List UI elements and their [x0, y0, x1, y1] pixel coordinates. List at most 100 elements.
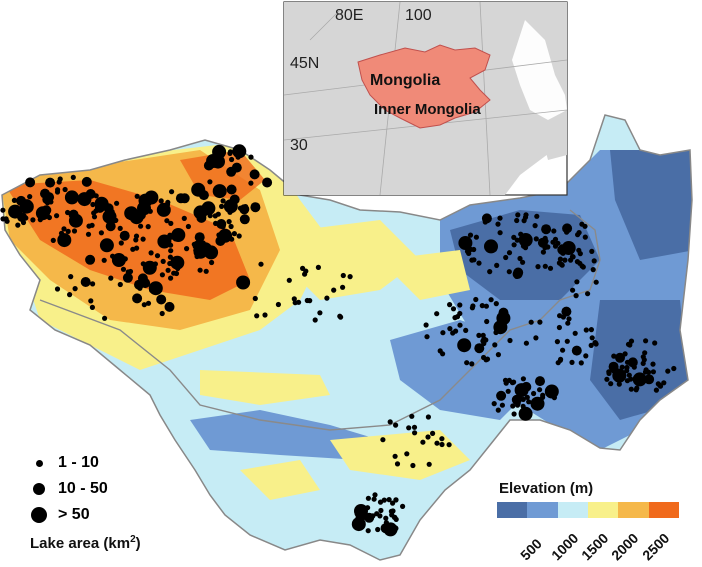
lake-dot	[36, 209, 42, 215]
lake-dot	[497, 215, 503, 221]
lake-dot	[389, 512, 395, 518]
lake-dot	[220, 198, 226, 204]
lake-dot	[671, 365, 677, 372]
lake-dot	[520, 259, 526, 265]
inset-mongolia-region	[357, 44, 491, 129]
lake-dot	[120, 266, 127, 272]
lake-dot	[493, 329, 499, 336]
lake-dot	[394, 461, 401, 467]
inset-label-mongolia: Mongolia	[370, 72, 440, 89]
lake-dot	[628, 386, 634, 392]
inset-label-inner-mongolia: Inner Mongolia	[374, 101, 481, 118]
region-outline	[1, 114, 693, 561]
lake-dot	[492, 342, 498, 348]
lake-dot	[632, 372, 647, 387]
lake-dot	[164, 218, 170, 224]
lake-dot	[590, 267, 596, 273]
lake-dot	[530, 396, 545, 411]
lake-dot	[371, 496, 377, 502]
lake-dot	[338, 314, 344, 320]
lake-dot	[67, 292, 73, 298]
lake-dot	[560, 347, 566, 353]
lake-dot	[643, 338, 649, 344]
lake-dot	[365, 495, 371, 501]
lake-dot	[46, 214, 53, 221]
lake-dot	[439, 436, 445, 442]
lake-dot	[150, 287, 156, 293]
lake-dot	[219, 203, 225, 209]
lake-dot	[440, 330, 446, 336]
lake-dot	[203, 268, 209, 274]
lake-dot	[653, 387, 660, 393]
lake-dot	[236, 275, 251, 290]
lake-dot	[117, 225, 123, 231]
elevation-swatch	[557, 502, 588, 518]
lake-dot	[515, 212, 521, 218]
lake-dot	[181, 215, 187, 221]
lake-dot	[315, 264, 321, 270]
lake-dot	[145, 224, 151, 230]
lake-dot	[542, 263, 548, 269]
lake-dot	[386, 497, 392, 503]
lake-dot	[57, 176, 63, 182]
lake-dot	[470, 303, 476, 309]
lake-dot	[347, 274, 353, 280]
lake-dot	[185, 223, 191, 230]
lake-dot	[404, 451, 410, 457]
lake-dot	[545, 244, 551, 250]
lake-dot	[556, 324, 563, 331]
lake-dot	[610, 368, 617, 374]
lake-dot	[493, 301, 499, 307]
inset-map: 80E 100 45N 30 Mongolia Inner Mongolia	[283, 1, 568, 196]
lake-dot	[540, 249, 547, 255]
lake-legend-title: Lake area (km2)	[30, 534, 141, 552]
lake-dot	[537, 319, 543, 325]
elevation-tick-label: 2000	[608, 529, 642, 564]
lake-dot	[85, 254, 96, 265]
lake-dot	[380, 437, 386, 443]
lake-dot	[479, 303, 485, 309]
lake-dot	[159, 310, 165, 317]
lake-dot	[124, 206, 139, 221]
lake-dot	[582, 234, 588, 240]
lake-dot	[507, 337, 513, 344]
lake-dot	[160, 258, 166, 264]
lake-dot	[296, 299, 302, 305]
elevation-swatch	[587, 502, 619, 518]
lake-dot	[577, 260, 583, 266]
lake-dot	[561, 306, 572, 317]
lake-dot	[446, 442, 452, 448]
lake-dot	[393, 422, 399, 428]
lake-dot	[577, 251, 583, 257]
lake-dot	[469, 257, 475, 263]
lake-dot	[457, 322, 463, 328]
elevation-tick-label: 2500	[638, 529, 673, 564]
lake-dot	[25, 177, 36, 188]
lake-dot	[89, 222, 95, 228]
lake-dot	[55, 187, 61, 193]
lake-dot	[227, 149, 233, 155]
lake-dot	[576, 230, 582, 236]
lake-dot	[175, 265, 181, 272]
lake-dot	[61, 226, 67, 232]
lake-dot	[140, 278, 151, 289]
lake-dot	[196, 212, 207, 223]
lake-dot	[42, 210, 48, 217]
lake-dot	[559, 262, 565, 268]
lake-dot	[117, 281, 123, 288]
lake-dot	[304, 297, 310, 304]
lake-dot	[511, 234, 517, 240]
lake-dot	[544, 384, 559, 399]
lake-dot	[450, 306, 457, 312]
lake-dot	[19, 199, 34, 214]
legend-size-medium: 10 - 50	[30, 476, 108, 502]
lake-dot	[94, 196, 109, 211]
lake-dot	[11, 197, 17, 203]
lake-dot	[588, 327, 595, 333]
elevation-tick-label: 500	[517, 535, 546, 564]
lake-dot	[226, 184, 237, 195]
lake-dot	[650, 361, 656, 367]
lake-dot	[466, 250, 472, 256]
lake-dot	[159, 272, 165, 278]
lake-dot	[574, 279, 580, 285]
